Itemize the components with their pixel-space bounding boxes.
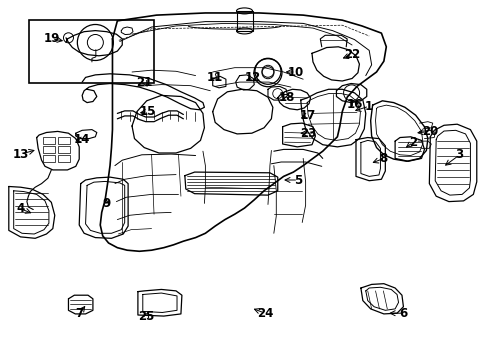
Text: 13: 13	[13, 148, 29, 161]
Bar	[43, 155, 55, 162]
Text: 8: 8	[379, 152, 387, 165]
Bar	[58, 146, 70, 153]
Text: 3: 3	[455, 148, 463, 161]
Text: 4: 4	[17, 202, 24, 215]
Bar	[236, 11, 252, 31]
Text: 2: 2	[408, 136, 416, 149]
Text: 24: 24	[256, 307, 273, 320]
Text: 25: 25	[138, 310, 155, 323]
Text: 5: 5	[294, 174, 302, 186]
Bar	[58, 155, 70, 162]
Text: 15: 15	[139, 105, 156, 118]
Text: 18: 18	[278, 91, 294, 104]
Text: 10: 10	[287, 66, 304, 78]
Text: 22: 22	[343, 48, 360, 61]
Text: 19: 19	[43, 32, 60, 45]
Text: 9: 9	[102, 197, 110, 210]
Text: 21: 21	[136, 76, 153, 89]
Text: 23: 23	[299, 127, 316, 140]
Bar	[43, 137, 55, 144]
Text: 7: 7	[76, 307, 83, 320]
Text: 17: 17	[299, 109, 316, 122]
Bar	[58, 137, 70, 144]
Text: 12: 12	[244, 71, 261, 84]
Bar	[29, 20, 154, 83]
Text: 14: 14	[74, 133, 90, 146]
Text: 20: 20	[421, 125, 438, 138]
Text: 16: 16	[346, 98, 362, 111]
Text: 6: 6	[399, 307, 407, 320]
Text: 11: 11	[206, 71, 223, 84]
Text: 1: 1	[365, 100, 372, 113]
Bar	[43, 146, 55, 153]
